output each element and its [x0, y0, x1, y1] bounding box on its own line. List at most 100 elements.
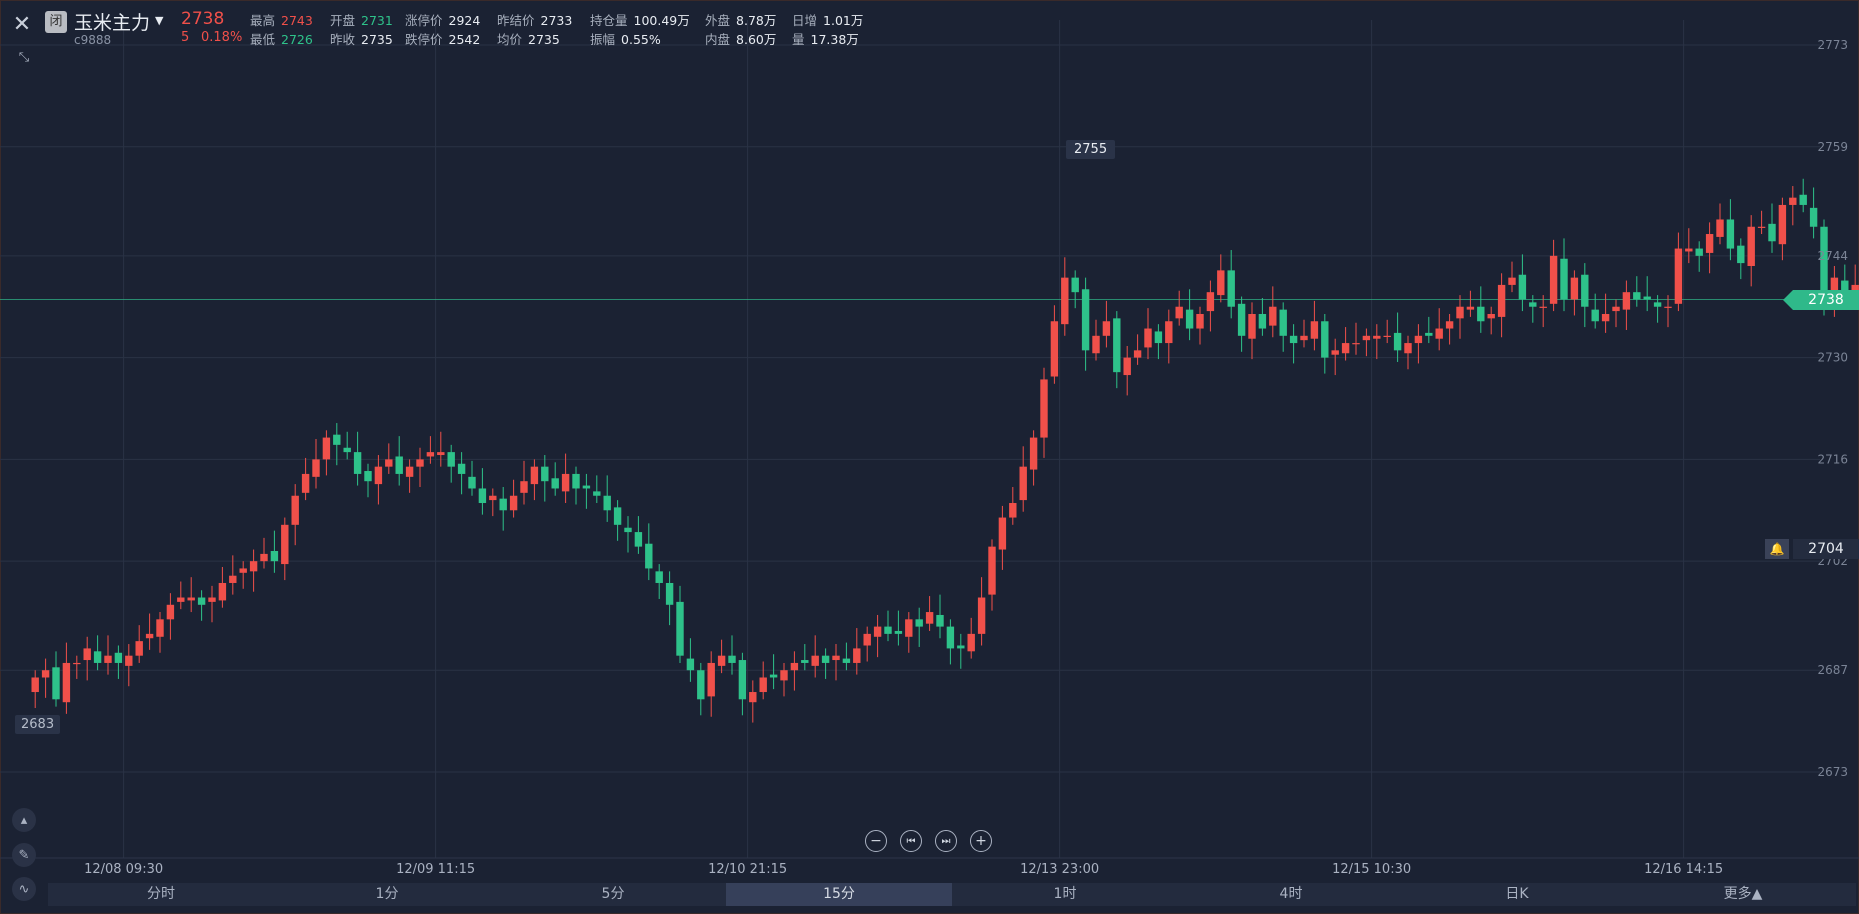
- candle-body: [1040, 379, 1048, 438]
- period-tab-6[interactable]: 日K: [1505, 886, 1529, 902]
- candle-body: [1841, 280, 1849, 293]
- candle-body: [1300, 335, 1308, 341]
- candle-body: [1331, 350, 1339, 355]
- candle-body: [894, 630, 903, 634]
- candle-body: [52, 667, 60, 700]
- candle-body: [655, 571, 663, 583]
- candle-body: [333, 434, 341, 445]
- candle-body: [551, 478, 559, 489]
- alert-price-tag[interactable]: 2704: [1793, 539, 1859, 559]
- candle-body: [1539, 306, 1547, 308]
- candle-body: [905, 619, 913, 637]
- line-chart-icon[interactable]: ∿: [12, 877, 36, 901]
- collapse-icon[interactable]: ⤡: [18, 49, 30, 65]
- candle-body: [1133, 350, 1142, 358]
- candle-body: [801, 660, 809, 663]
- candle-body: [1362, 335, 1371, 341]
- candle-body: [104, 655, 112, 663]
- candle-body: [988, 546, 996, 595]
- candle-body: [1809, 207, 1818, 227]
- candle-body: [229, 575, 237, 583]
- stat-label: 昨结价: [497, 13, 535, 28]
- candle-body: [260, 553, 268, 562]
- candle-body: [717, 655, 726, 666]
- candle-body: [520, 481, 528, 493]
- chevron-down-icon[interactable]: ▼: [155, 14, 164, 27]
- candle-body: [239, 568, 247, 573]
- x-tick-label: 12/10 21:15: [708, 862, 787, 877]
- scroll-first-button[interactable]: ⏮: [900, 830, 922, 852]
- candle-body: [1269, 306, 1277, 326]
- candle-body: [187, 597, 195, 601]
- candle-body: [489, 495, 497, 501]
- candle-body: [1789, 197, 1797, 205]
- period-tab-3[interactable]: 15分: [726, 883, 952, 906]
- period-tab-7[interactable]: 更多▲: [1723, 886, 1763, 902]
- candle-body: [1081, 289, 1090, 351]
- y-tick-label: 2716: [1817, 452, 1848, 466]
- candle-body: [1341, 343, 1350, 354]
- candle-body: [1435, 328, 1443, 339]
- candle-body: [41, 670, 50, 678]
- indicator-icon[interactable]: ▴: [12, 808, 36, 832]
- period-tab-5[interactable]: 4时: [1279, 886, 1303, 902]
- candle-body: [353, 452, 362, 474]
- candle-body: [1705, 234, 1714, 253]
- candle-body: [291, 495, 299, 525]
- candle-body: [1019, 466, 1027, 501]
- stat-6: 日增 1.01万: [792, 10, 863, 29]
- candle-body: [624, 527, 632, 533]
- candle-body: [1154, 331, 1163, 344]
- draw-pen-icon[interactable]: ✎: [12, 843, 36, 867]
- candle-body: [1685, 248, 1693, 252]
- candle-body: [613, 507, 622, 525]
- y-tick-label: 2730: [1817, 351, 1848, 365]
- candle-body: [1799, 194, 1807, 205]
- candle-body: [1175, 306, 1183, 319]
- x-tick-label: 12/16 14:15: [1644, 862, 1723, 877]
- close-icon[interactable]: ✕: [12, 11, 32, 37]
- x-tick-label: 12/09 11:15: [396, 862, 475, 877]
- scroll-last-button[interactable]: ⏭: [935, 830, 957, 852]
- candle-body: [73, 662, 81, 665]
- candle-body: [593, 491, 601, 496]
- candle-body: [447, 452, 455, 467]
- candle-body: [1830, 277, 1839, 297]
- bell-icon[interactable]: 🔔: [1765, 539, 1789, 559]
- stat-0: 最高 2743: [250, 10, 313, 29]
- candle-body: [1071, 277, 1079, 293]
- candle-body: [1477, 306, 1485, 322]
- candle-body: [478, 488, 487, 504]
- stat-label: 内盘: [705, 32, 731, 47]
- period-tab-1[interactable]: 1分: [375, 886, 399, 902]
- market-closed-badge: 闭: [45, 11, 67, 33]
- stat-11: 振幅 0.55%: [590, 29, 661, 48]
- candle-body: [1757, 226, 1766, 228]
- period-tab-0[interactable]: 分时: [147, 886, 175, 902]
- candle-body: [1768, 223, 1776, 242]
- stat-label: 均价: [497, 32, 523, 47]
- period-tab-4[interactable]: 1时: [1053, 886, 1077, 902]
- candle-body: [395, 456, 403, 474]
- symbol-name[interactable]: 玉米主力: [74, 12, 151, 34]
- zoom-out-button[interactable]: −: [865, 830, 887, 852]
- zoom-in-button[interactable]: +: [970, 830, 992, 852]
- candles: [31, 178, 1859, 723]
- candle-body: [832, 655, 840, 661]
- stat-label: 开盘: [330, 13, 356, 28]
- stat-label: 昨收: [330, 32, 356, 47]
- candle-body: [1393, 332, 1402, 351]
- candle-body: [572, 473, 580, 489]
- candle-body: [541, 466, 549, 482]
- stat-label: 涨停价: [405, 13, 443, 28]
- candle-body: [156, 619, 164, 637]
- period-tab-2[interactable]: 5分: [601, 886, 625, 902]
- candle-body: [509, 495, 518, 511]
- stat-label: 跌停价: [405, 32, 443, 47]
- change-percent: 0.18%: [201, 30, 243, 45]
- candle-body: [1009, 503, 1017, 518]
- candle-body: [437, 452, 445, 456]
- stat-8: 昨收 2735: [330, 29, 393, 48]
